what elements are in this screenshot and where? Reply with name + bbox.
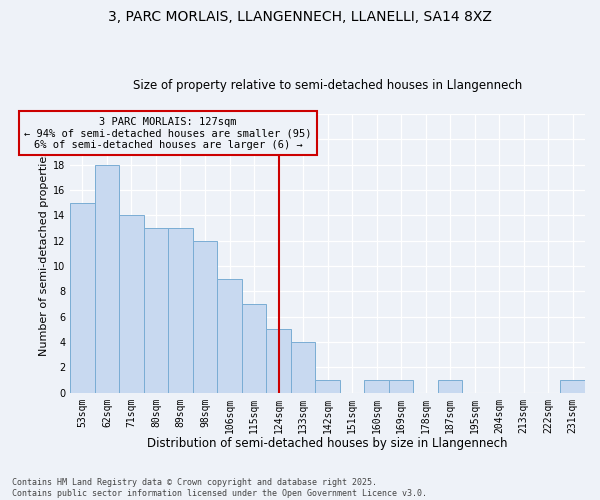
Bar xyxy=(266,330,291,392)
Bar xyxy=(193,240,217,392)
Bar xyxy=(144,228,168,392)
Bar xyxy=(95,164,119,392)
Bar xyxy=(438,380,463,392)
Bar xyxy=(217,278,242,392)
Bar xyxy=(242,304,266,392)
Bar xyxy=(316,380,340,392)
Title: Size of property relative to semi-detached houses in Llangennech: Size of property relative to semi-detach… xyxy=(133,79,522,92)
Bar xyxy=(364,380,389,392)
Text: 3 PARC MORLAIS: 127sqm
← 94% of semi-detached houses are smaller (95)
6% of semi: 3 PARC MORLAIS: 127sqm ← 94% of semi-det… xyxy=(25,116,312,150)
Bar xyxy=(291,342,316,392)
Bar xyxy=(560,380,585,392)
Text: Contains HM Land Registry data © Crown copyright and database right 2025.
Contai: Contains HM Land Registry data © Crown c… xyxy=(12,478,427,498)
Text: 3, PARC MORLAIS, LLANGENNECH, LLANELLI, SA14 8XZ: 3, PARC MORLAIS, LLANGENNECH, LLANELLI, … xyxy=(108,10,492,24)
Bar xyxy=(389,380,413,392)
Bar xyxy=(119,216,144,392)
X-axis label: Distribution of semi-detached houses by size in Llangennech: Distribution of semi-detached houses by … xyxy=(148,437,508,450)
Bar xyxy=(70,202,95,392)
Bar xyxy=(168,228,193,392)
Y-axis label: Number of semi-detached properties: Number of semi-detached properties xyxy=(38,150,49,356)
